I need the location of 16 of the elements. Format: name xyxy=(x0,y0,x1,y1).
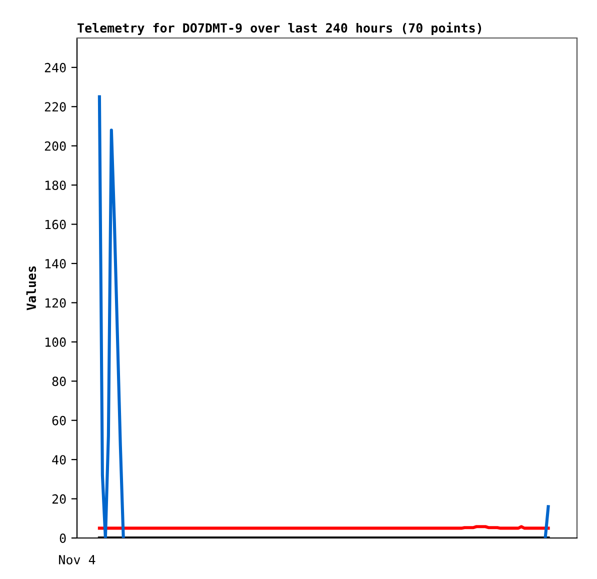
y-tick-label: 180 xyxy=(46,180,66,190)
y-tick-label: 80 xyxy=(52,376,66,386)
y-tick-label: 60 xyxy=(52,416,66,426)
y-tick-label: 120 xyxy=(46,298,66,308)
y-axis-title: Values xyxy=(26,266,36,310)
y-tick-label: 200 xyxy=(44,141,66,151)
chart-title: Telemetry for DO7DMT-9 over last 240 hours (70 points) xyxy=(78,22,482,36)
y-tick-label: 40 xyxy=(52,455,66,465)
y-tick-label: 240 xyxy=(44,62,66,72)
y-tick-label: 160 xyxy=(46,220,66,230)
text: Nov 4 xyxy=(59,555,96,564)
y-tick-label: 0 xyxy=(60,534,66,543)
y-tick-label: 20 xyxy=(52,494,66,504)
y-tick-label: 100 xyxy=(46,337,66,347)
y-tick-label: 220 xyxy=(44,102,66,112)
y-tick-label: 140 xyxy=(46,258,66,268)
